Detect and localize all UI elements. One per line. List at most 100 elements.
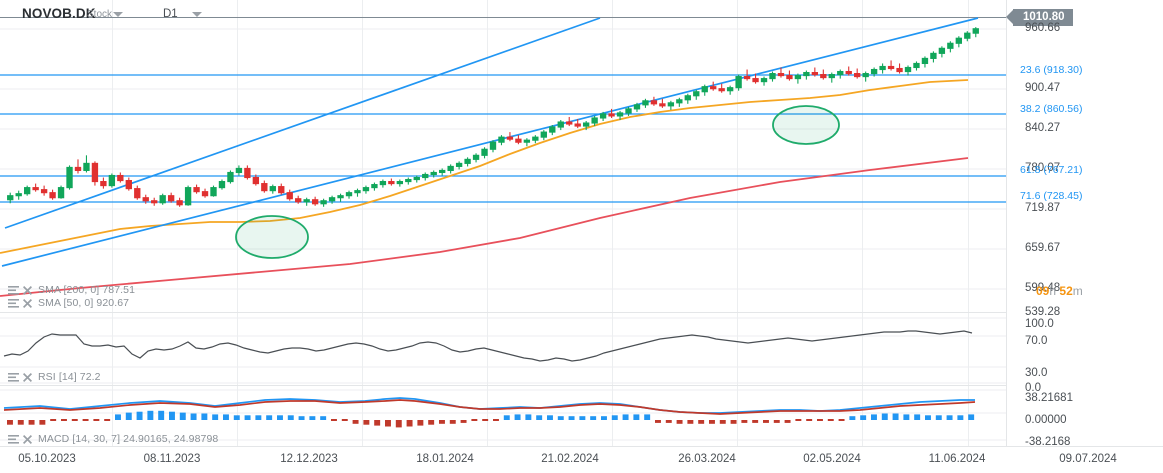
macd-hist-bar	[903, 414, 910, 420]
macd-hist-bar	[676, 420, 683, 424]
macd-pane[interactable]: MACD [14, 30, 7] 24.90165, 24.98798	[0, 386, 1006, 446]
price-axis[interactable]: 1010.80 960.66 900.47 840.27 780.07 719.…	[1006, 0, 1163, 448]
candle-body	[633, 104, 641, 110]
legend-sma50-text: SMA [50, 0] 920.67	[38, 297, 130, 309]
macd-hist-bar	[320, 416, 327, 420]
macd-hist-bar	[136, 411, 143, 420]
candle-body	[887, 65, 895, 70]
macd-hist-bar	[39, 420, 46, 425]
macd-hist-bar	[7, 420, 13, 425]
macd-hist-bar	[439, 420, 445, 424]
macd-hist-bar	[406, 420, 413, 427]
timeframe-label[interactable]: D1	[163, 8, 178, 20]
sma200-line	[0, 157, 969, 297]
candle-body	[921, 57, 929, 65]
sma50-line	[0, 79, 969, 254]
macd-hist-bar	[115, 414, 121, 420]
price-tick-900: 900.47	[1025, 82, 1061, 94]
date-tick-1: 08.11.2023	[143, 453, 201, 465]
horizontal-gridlines	[0, 28, 1006, 290]
macd-hist-bar	[61, 419, 67, 421]
candle-body	[83, 162, 90, 172]
price-tick-599: 599.48	[1025, 282, 1061, 294]
legend-macd[interactable]: MACD [14, 30, 7] 24.90165, 24.98798	[8, 433, 218, 445]
candle-body	[667, 102, 675, 107]
candle-body	[328, 197, 336, 202]
candle-body	[66, 166, 73, 189]
macd-hist-bar	[752, 420, 759, 423]
legend-macd-text: MACD [14, 30, 7] 24.90165, 24.98798	[38, 433, 219, 445]
price-pane[interactable]: SMA [200, 0] 787.51 SMA [50, 0] 920.67	[0, 0, 1006, 312]
candle-body	[379, 181, 387, 186]
close-icon[interactable]	[23, 298, 32, 308]
price-tick-719: 719.87	[1025, 202, 1061, 214]
chevron-down-icon[interactable]	[113, 12, 123, 17]
fib-label-38-2: 38.2 (860.56)	[1020, 103, 1083, 115]
countdown-minutes-unit: m	[1072, 284, 1083, 298]
legend-sma50[interactable]: SMA [50, 0] 920.67	[8, 297, 129, 309]
candle-body	[345, 192, 353, 197]
price-tick-840: 840.27	[1025, 122, 1061, 134]
macd-hist-bar	[233, 415, 240, 420]
candle-body	[472, 154, 480, 160]
price-tick-780: 780.07	[1025, 162, 1061, 174]
legend-sma200[interactable]: SMA [200, 0] 787.51	[8, 284, 135, 296]
trendline-secondary[interactable]	[4, 17, 601, 229]
close-icon[interactable]	[23, 434, 32, 444]
candle-body	[811, 72, 819, 76]
candle-body	[498, 136, 505, 143]
candle-body	[125, 180, 132, 190]
instrument-type-label: Stock	[87, 9, 113, 20]
candle-body	[57, 187, 65, 199]
time-axis[interactable]: 05.10.2023 08.11.2023 12.12.2023 18.01.2…	[0, 446, 1163, 473]
macd-hist-bar	[719, 420, 726, 424]
legend-rsi[interactable]: RSI [14] 72.2	[8, 371, 101, 383]
candle-body	[896, 67, 903, 73]
settings-lines-icon[interactable]	[8, 298, 19, 309]
macd-hist-bar	[698, 420, 705, 424]
candle-body	[74, 166, 82, 172]
legend-sma200-text: SMA [200, 0] 787.51	[38, 284, 136, 296]
chevron-down-icon[interactable]	[192, 12, 202, 17]
macd-hist-bar	[298, 416, 305, 420]
settings-lines-icon[interactable]	[8, 434, 19, 445]
candle-body	[235, 167, 243, 174]
ellipse-annotation-1[interactable]	[235, 215, 309, 259]
macd-signal-line	[3, 399, 976, 415]
candle-body	[726, 87, 734, 92]
candle-body	[218, 181, 226, 189]
macd-hist-bar	[633, 414, 640, 420]
symbol-name[interactable]: NOVOB.DK	[22, 6, 96, 21]
close-icon[interactable]	[23, 285, 32, 295]
macd-hist-bar	[503, 415, 510, 420]
settings-lines-icon[interactable]	[8, 372, 19, 383]
rsi-pane[interactable]: RSI [14] 72.2	[0, 313, 1006, 385]
fib-label-23-6: 23.6 (918.30)	[1020, 64, 1083, 76]
macd-hist-bar	[374, 420, 381, 426]
candle-body	[244, 167, 251, 179]
candle-body	[862, 73, 869, 78]
macd-hist-bar	[93, 419, 100, 421]
pane-separator-2	[0, 385, 1163, 386]
settings-lines-icon[interactable]	[8, 285, 19, 296]
candle-body	[413, 176, 420, 181]
close-icon[interactable]	[23, 372, 32, 382]
macd-hist-bar	[881, 413, 888, 420]
countdown-hours: 09	[1036, 284, 1050, 298]
macd-hist-bar	[968, 414, 975, 420]
macd-tick-bottom: -38.2168	[1025, 436, 1071, 448]
vertical-gridlines	[112, 0, 969, 312]
rsi-vertical-gridlines	[112, 313, 969, 385]
macd-hist-bar	[471, 419, 478, 421]
date-tick-8: 09.07.2024	[1059, 453, 1117, 465]
candle-body	[405, 178, 412, 183]
candle-body	[430, 171, 437, 176]
candle-body	[447, 165, 454, 172]
ellipse-annotation-2[interactable]	[772, 105, 840, 145]
candle-body	[303, 199, 310, 203]
candle-body	[591, 117, 598, 124]
candle-body	[100, 181, 107, 187]
candle-body	[7, 195, 14, 201]
macd-hist-bar	[795, 419, 802, 421]
